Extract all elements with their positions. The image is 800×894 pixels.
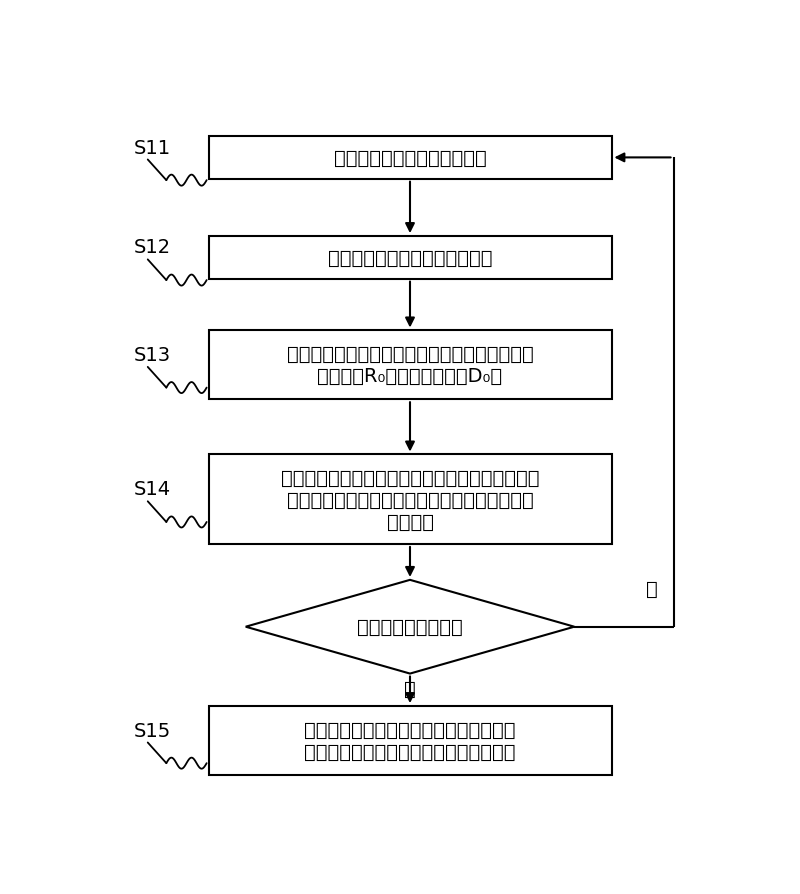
Text: 将仪器悬吊至高空绝缘支架上: 将仪器悬吊至高空绝缘支架上 [334,148,486,168]
Text: 是: 是 [404,679,416,698]
Text: S15: S15 [134,721,171,739]
Text: 模拟地层刻度：套裹不同电阻率的模拟地层装置，
分别记录不同地层电阻率下测量的各组幅度比和
相位差值: 模拟地层刻度：套裹不同电阻率的模拟地层装置， 分别记录不同地层电阻率下测量的各组… [281,468,539,531]
Text: 选择发射频率及收、发测量组合: 选择发射频率及收、发测量组合 [328,249,492,267]
Bar [209,331,611,400]
Text: 确定幅度比与地层电阻率的响应关系系数
确定相位差与地层电阻率的响应关系系数: 确定幅度比与地层电阻率的响应关系系数 确定相位差与地层电阻率的响应关系系数 [304,720,516,761]
Text: 空气中刻度：无地层模拟装置，记录仪器测量的
幅度比（R₀）和相位差值（D₀）: 空气中刻度：无地层模拟装置，记录仪器测量的 幅度比（R₀）和相位差值（D₀） [286,345,534,386]
Bar [209,137,611,180]
Bar [209,237,611,279]
Bar [209,455,611,544]
Text: 全部测量组合完成？: 全部测量组合完成？ [357,618,463,637]
Text: S13: S13 [134,346,171,365]
Text: 否: 否 [646,579,658,599]
Bar [209,706,611,775]
Text: S12: S12 [134,238,171,257]
Polygon shape [246,580,574,674]
Text: S11: S11 [134,139,171,157]
Text: S14: S14 [134,480,171,499]
